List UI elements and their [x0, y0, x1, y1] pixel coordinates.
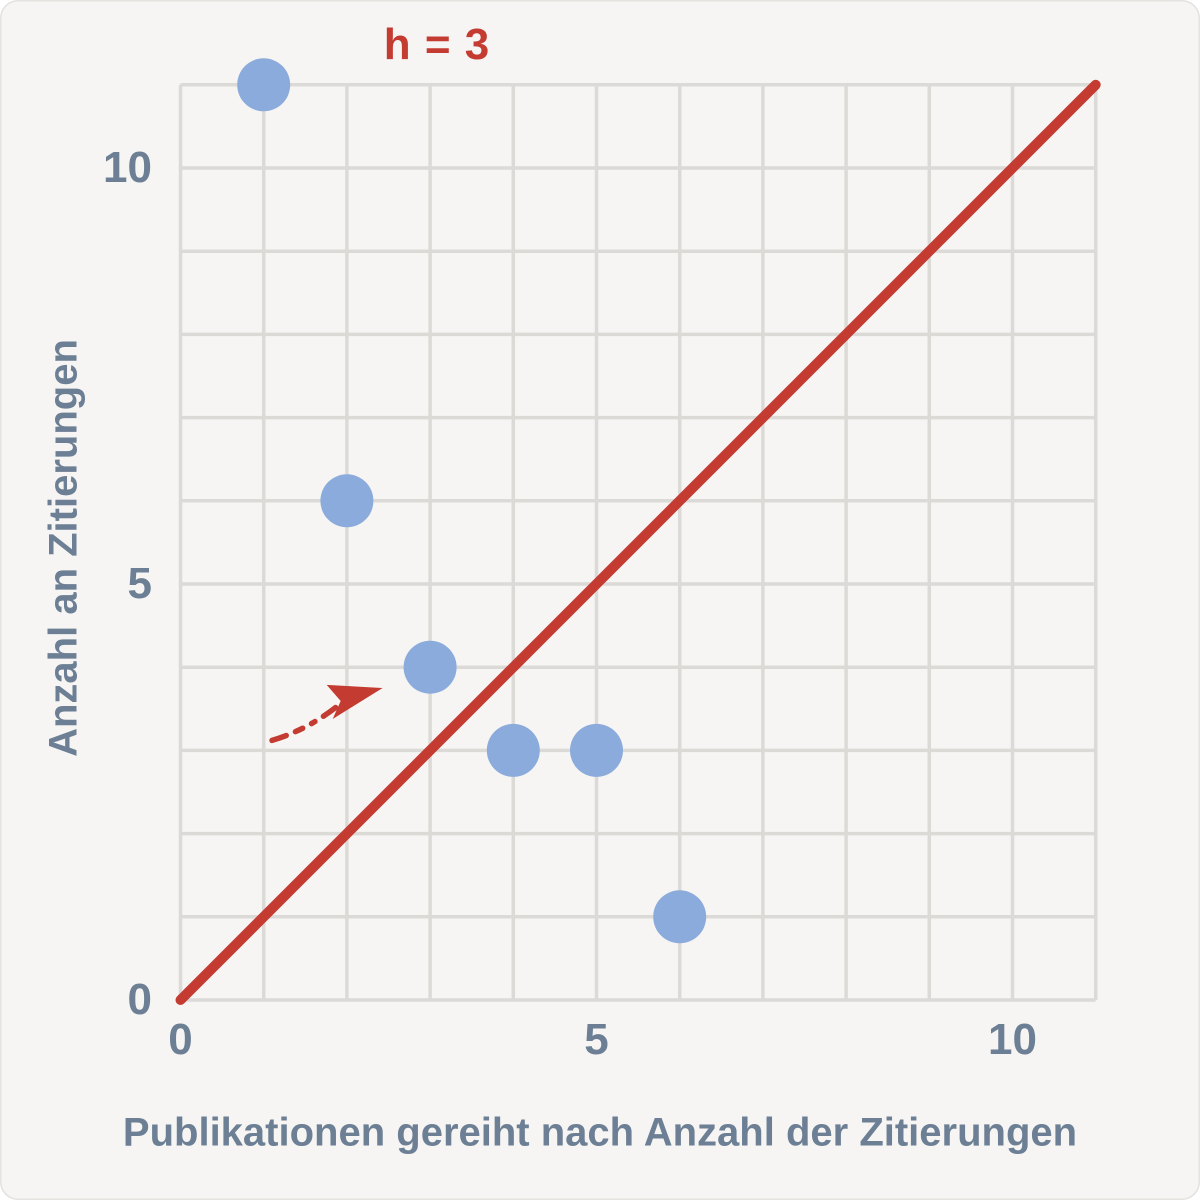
identity-line — [175, 79, 1101, 1005]
x-tick-label: 10 — [988, 1015, 1037, 1064]
data-point — [237, 58, 291, 112]
y-tick-label: 0 — [127, 975, 152, 1024]
grid-lines — [178, 83, 1098, 1002]
x-tick-label: 0 — [168, 1015, 193, 1064]
x-axis-label: Publikationen gereiht nach Anzahl der Zi… — [122, 1110, 1078, 1155]
chart-title: h = 3 — [383, 20, 491, 69]
arrow-head — [326, 684, 383, 719]
x-tick-label: 5 — [584, 1015, 609, 1064]
data-point — [653, 890, 707, 944]
y-axis-label: Anzahl an Zitierungen — [41, 339, 86, 757]
arrow-tail — [269, 697, 348, 744]
data-point — [486, 723, 540, 777]
data-point — [403, 640, 457, 694]
data-points — [237, 58, 707, 944]
data-point — [320, 474, 374, 528]
y-tick-label: 10 — [103, 143, 152, 192]
annotation-arrow — [269, 684, 383, 744]
y-tick-label: 5 — [127, 559, 152, 608]
data-point — [570, 723, 623, 777]
